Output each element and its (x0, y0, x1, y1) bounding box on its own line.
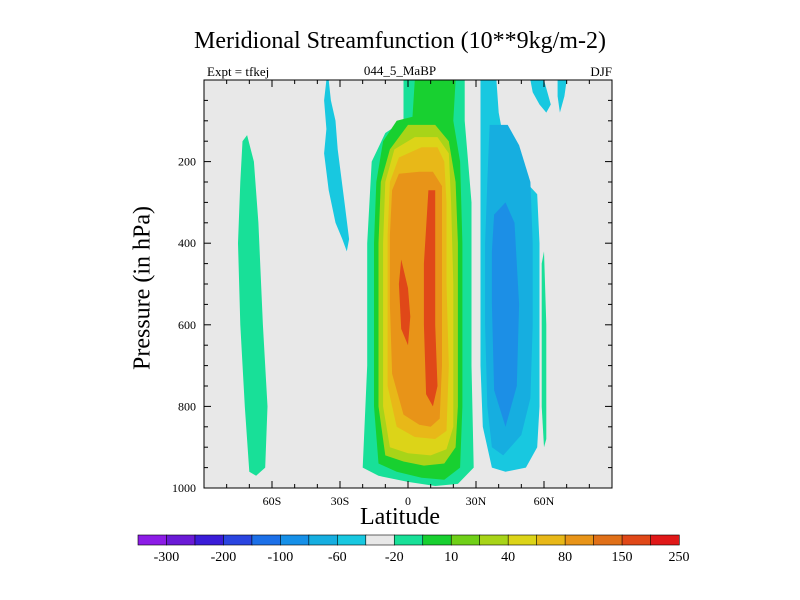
y-tick-label: 1000 (172, 481, 196, 495)
colorbar-label: -300 (154, 550, 180, 565)
colorbar-swatch (564, 534, 595, 546)
colorbar-swatch (536, 534, 566, 546)
contour-regions (238, 80, 567, 486)
colorbar: -300 -200 -100 -60 -20 10 40 80 150 250 (137, 534, 690, 565)
contour-region-south-strat-negative (324, 80, 350, 252)
colorbar-swatch (137, 534, 168, 546)
colorbar-label: 80 (558, 550, 572, 565)
run-label: 044_5_MaBP (363, 63, 437, 78)
x-axis-label: Latitude (360, 504, 440, 530)
colorbar-label: -100 (268, 550, 294, 565)
colorbar-swatch (650, 534, 680, 546)
colorbar-swatch (223, 534, 253, 546)
season-label: DJF (590, 64, 612, 79)
colorbar-swatch (621, 534, 652, 546)
colorbar-swatch (365, 534, 395, 546)
colorbar-swatch (166, 534, 196, 546)
experiment-label: Expt = tfkej (207, 64, 270, 79)
y-tick-label: 200 (178, 155, 196, 169)
colorbar-label: 10 (444, 550, 458, 565)
colorbar-swatch (450, 534, 481, 546)
x-tick-label: 60N (534, 494, 555, 508)
colorbar-label: -20 (385, 550, 404, 565)
x-tick-label: 30S (331, 494, 350, 508)
colorbar-swatch (308, 534, 338, 546)
x-tick-label: 30N (466, 494, 487, 508)
colorbar-label: 150 (612, 550, 633, 565)
y-tick-label: 800 (178, 399, 196, 413)
contour-region-north-strat-a (530, 80, 551, 113)
colorbar-swatch (194, 534, 225, 546)
y-axis-label: Pressure (in hPa) (129, 206, 156, 370)
colorbar-swatch (251, 534, 281, 546)
contour-region-main-cell-250b (423, 190, 438, 407)
contour-region-north-cell-100 (491, 202, 520, 427)
contour-region-main-cell-250a (398, 259, 411, 346)
x-tick-label: 0 (405, 494, 411, 508)
colorbar-swatch (280, 534, 310, 546)
chart-title: Meridional Streamfunction (10**9kg/m-2) (194, 28, 606, 54)
y-tick-label: 600 (178, 318, 196, 332)
colorbar-label: 40 (501, 550, 515, 565)
colorbar-swatch (422, 534, 452, 546)
colorbar-swatch (507, 534, 538, 546)
x-tick-label: 60S (263, 494, 282, 508)
colorbar-label: 250 (669, 550, 690, 565)
colorbar-swatch (479, 534, 509, 546)
colorbar-label: -60 (328, 550, 347, 565)
axis-ticks: 60S 30S 0 30N 60N 200 400 600 800 1000 (172, 79, 613, 508)
colorbar-swatch (593, 534, 623, 546)
contour-region-south-positive-cell (238, 135, 268, 476)
colorbar-label: -200 (211, 550, 237, 565)
contour-region-north-strat-b (557, 80, 567, 113)
contour-region-north-positive (541, 251, 547, 448)
y-tick-label: 400 (178, 236, 196, 250)
colorbar-swatch (393, 534, 424, 546)
colorbar-swatch (337, 534, 367, 546)
